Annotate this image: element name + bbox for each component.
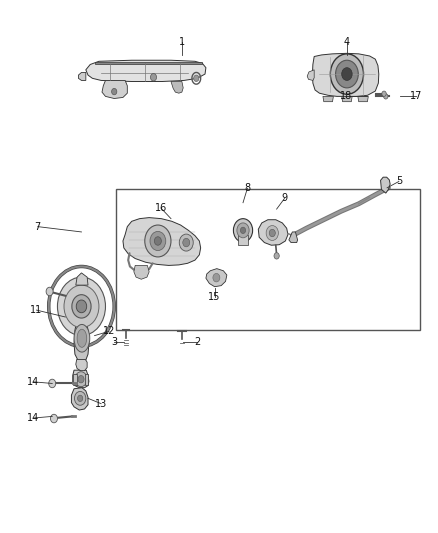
Polygon shape	[289, 232, 297, 243]
Circle shape	[72, 295, 91, 318]
Text: 17: 17	[410, 91, 423, 101]
Text: 1: 1	[179, 37, 185, 47]
Polygon shape	[76, 273, 88, 285]
Circle shape	[237, 223, 249, 238]
Circle shape	[49, 379, 56, 387]
Polygon shape	[73, 370, 89, 387]
Ellipse shape	[77, 329, 87, 348]
Bar	[117, 189, 420, 330]
Polygon shape	[76, 360, 87, 370]
Text: 3: 3	[111, 337, 117, 347]
Circle shape	[150, 231, 166, 251]
Polygon shape	[78, 72, 86, 80]
Circle shape	[154, 237, 161, 245]
Text: 9: 9	[282, 193, 288, 204]
Text: 7: 7	[35, 222, 41, 232]
Circle shape	[179, 234, 193, 251]
Text: 16: 16	[155, 203, 167, 213]
Circle shape	[46, 287, 53, 296]
Circle shape	[145, 225, 171, 257]
Bar	[73, 374, 77, 384]
Circle shape	[112, 88, 117, 95]
Text: 8: 8	[244, 183, 251, 193]
Circle shape	[57, 277, 106, 336]
Bar	[238, 235, 248, 245]
Ellipse shape	[74, 325, 90, 352]
Text: 15: 15	[208, 292, 221, 302]
Polygon shape	[323, 96, 333, 102]
Text: 13: 13	[95, 399, 107, 409]
Polygon shape	[71, 387, 88, 410]
Polygon shape	[123, 217, 201, 265]
Circle shape	[150, 74, 156, 81]
Circle shape	[240, 227, 246, 233]
Circle shape	[269, 229, 276, 237]
Polygon shape	[258, 220, 288, 245]
Text: 11: 11	[30, 305, 42, 315]
Circle shape	[75, 372, 87, 386]
Polygon shape	[307, 70, 314, 80]
Polygon shape	[86, 60, 206, 82]
Circle shape	[274, 253, 279, 259]
Circle shape	[384, 94, 388, 99]
Polygon shape	[95, 62, 201, 64]
Polygon shape	[312, 53, 379, 96]
Circle shape	[50, 414, 57, 423]
Text: 2: 2	[194, 337, 200, 347]
Circle shape	[74, 391, 86, 405]
Text: 14: 14	[27, 413, 39, 423]
Circle shape	[76, 300, 87, 313]
Polygon shape	[102, 80, 127, 99]
Circle shape	[213, 273, 220, 282]
Text: 12: 12	[103, 326, 115, 336]
Text: 18: 18	[339, 91, 352, 101]
Polygon shape	[171, 82, 183, 93]
Text: 14: 14	[27, 377, 39, 387]
Circle shape	[233, 219, 253, 242]
Polygon shape	[134, 265, 149, 279]
Circle shape	[336, 60, 358, 88]
Polygon shape	[206, 269, 227, 287]
Circle shape	[64, 285, 99, 328]
Polygon shape	[342, 96, 352, 102]
Polygon shape	[74, 317, 89, 361]
Polygon shape	[358, 96, 368, 102]
Circle shape	[342, 68, 352, 80]
Circle shape	[382, 91, 386, 96]
Circle shape	[78, 375, 84, 383]
Text: 4: 4	[344, 37, 350, 47]
Bar	[85, 374, 88, 384]
Circle shape	[78, 395, 83, 401]
Circle shape	[330, 54, 364, 94]
Text: 5: 5	[396, 176, 402, 187]
Circle shape	[183, 238, 190, 247]
Circle shape	[194, 75, 199, 82]
Polygon shape	[381, 177, 390, 193]
Circle shape	[266, 225, 279, 240]
